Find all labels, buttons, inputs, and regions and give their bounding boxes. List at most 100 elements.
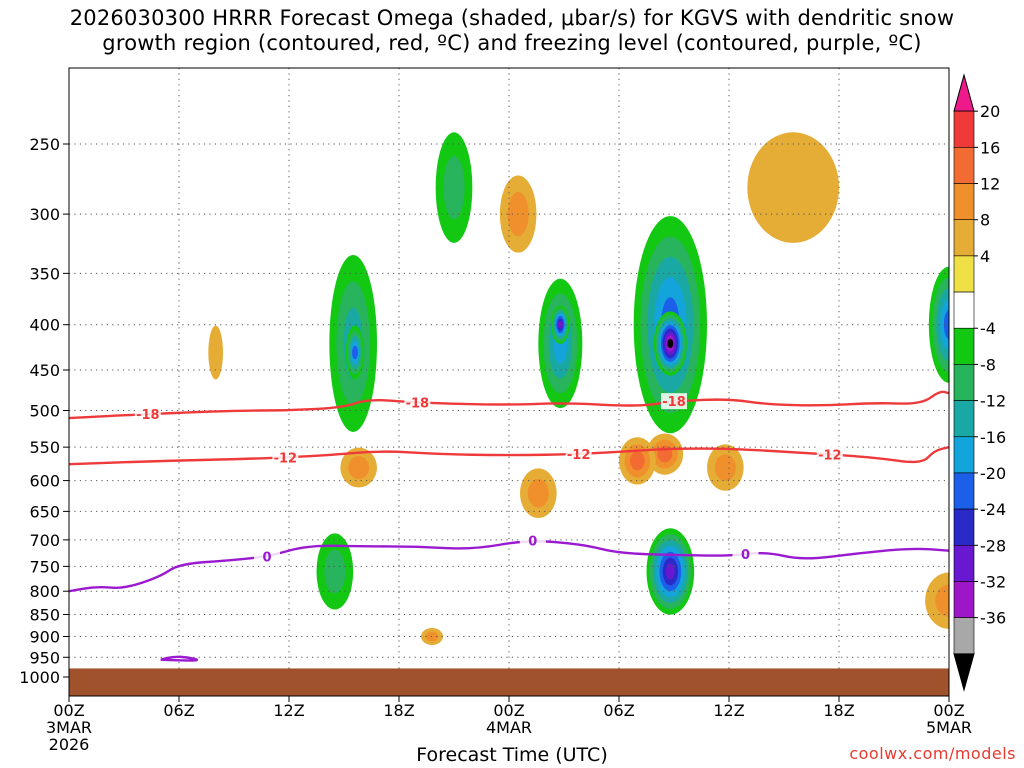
contour-freezing-level [69, 540, 949, 593]
y-tick-label: 550 [29, 438, 60, 457]
y-tick-label: 350 [29, 264, 60, 283]
contour-label: -12 [567, 448, 591, 463]
colorbar-cell [953, 255, 975, 293]
y-tick-label: 800 [29, 582, 60, 601]
contour-label-bg [565, 446, 592, 463]
chart-title-line-2: growth region (contoured, red, ºC) and f… [102, 31, 922, 55]
y-tick-label: 250 [29, 135, 60, 154]
colorbar-label: 8 [980, 211, 990, 230]
y-tick-label: 300 [29, 205, 60, 224]
chart-title-line-1: 2026030300 HRRR Forecast Omega (shaded, … [69, 6, 955, 30]
colorbar-cell [953, 147, 975, 184]
colorbar-cap-bottom [953, 653, 975, 692]
omega-feature [619, 437, 656, 485]
contour-label: 0 [741, 548, 750, 563]
x-tick-label: 2026 [49, 735, 90, 754]
contour-label-bg [732, 546, 759, 563]
colorbar-label: -8 [980, 355, 996, 374]
colorbar-cell [953, 291, 975, 329]
omega-shade [527, 478, 549, 508]
y-tick-label: 700 [29, 531, 60, 550]
colorbar-label: 12 [980, 175, 1000, 194]
plot-area: -18 -18 -18 -12 -12 -12 0 0 0 [68, 67, 950, 697]
omega-shade [443, 155, 465, 220]
colorbar-cell [953, 544, 975, 582]
contour-label-bg [519, 532, 546, 549]
contour-label: -18 [662, 395, 686, 410]
omega-feature [520, 468, 557, 519]
x-tick-label: 3MAR [46, 718, 92, 737]
omega-shade [935, 584, 949, 617]
omega-shade [714, 454, 736, 481]
colorbar-label: -24 [980, 500, 1006, 519]
contour-label: 0 [262, 550, 271, 565]
contour-label: -12 [818, 449, 842, 464]
omega-feature [707, 444, 744, 491]
omega-feature [316, 533, 354, 610]
y-tick-label: 900 [29, 627, 60, 646]
colorbar-label: -20 [980, 464, 1006, 483]
omega-shade [747, 132, 840, 243]
y-tick-label: 600 [29, 472, 60, 491]
x-tick-label: 5MAR [926, 718, 972, 737]
omega-shade [557, 320, 564, 329]
x-tick-label: 06Z [603, 701, 634, 720]
omega-shade [348, 456, 370, 479]
credit-text: coolwx.com/models [849, 744, 1016, 763]
omega-shade [667, 338, 674, 349]
contour-label-bg [272, 449, 299, 466]
y-tick-label: 750 [29, 557, 60, 576]
contour-label: -18 [136, 408, 160, 423]
colorbar-label: -32 [980, 572, 1006, 591]
y-tick-label: 650 [29, 502, 60, 521]
contour-label-bg [404, 394, 431, 411]
x-tick-label: 06Z [163, 701, 194, 720]
contour-dendritic-top [69, 390, 949, 420]
contour-label-bg [254, 548, 280, 565]
colorbar-cell [953, 436, 975, 474]
colorbar-cell [953, 110, 975, 148]
colorbar-cell [953, 617, 975, 655]
colorbar-cell [953, 219, 975, 257]
colorbar-cell [953, 472, 975, 510]
colorbar-label: 4 [980, 247, 990, 266]
y-tick-label: 450 [29, 361, 60, 380]
colorbar-cap-top [953, 73, 975, 112]
colorbar-label: -4 [980, 319, 996, 338]
x-tick-label: 4MAR [486, 718, 532, 737]
omega-shade [665, 563, 675, 580]
omega-feature [421, 627, 443, 646]
x-tick-label: 12Z [273, 701, 304, 720]
colorbar-label: -28 [980, 536, 1006, 555]
x-tick-label: 00Z [933, 701, 964, 720]
y-tick-label: 950 [29, 648, 60, 667]
omega-feature [925, 572, 949, 629]
terrain [69, 668, 949, 696]
omega-shade [324, 549, 346, 594]
colorbar-cell [953, 400, 975, 438]
colorbar-cell [953, 364, 975, 401]
omega-feature [340, 447, 377, 488]
x-tick-label: 00Z [493, 701, 524, 720]
omega-feature [551, 305, 570, 344]
omega-feature [345, 325, 365, 380]
contour-freezing-level-loop [160, 655, 199, 662]
omega-feature [747, 132, 840, 243]
omega-shade [352, 345, 358, 360]
colorbar-label: 16 [980, 138, 1000, 157]
y-tick-label: 500 [29, 402, 60, 421]
contour-dendritic-bottom [69, 445, 949, 466]
colorbar-cell [953, 581, 975, 618]
colorbar-label: -16 [980, 428, 1006, 447]
omega-feature [208, 325, 224, 380]
x-tick-label: 18Z [383, 701, 414, 720]
omega-shade [425, 631, 439, 642]
colorbar-label: 20 [980, 102, 1000, 121]
contour-label: 0 [528, 534, 537, 549]
contour-label: -18 [406, 397, 430, 412]
colorbar-cell [953, 327, 975, 365]
y-tick-label: 1000 [19, 668, 60, 687]
contour-label: -12 [274, 451, 298, 466]
y-tick-label: 850 [29, 606, 60, 625]
